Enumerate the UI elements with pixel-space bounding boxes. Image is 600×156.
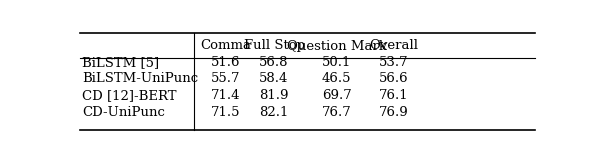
Text: 76.1: 76.1 [379,89,409,102]
Text: 53.7: 53.7 [379,56,409,69]
Text: 51.6: 51.6 [211,56,241,69]
Text: 69.7: 69.7 [322,89,352,102]
Text: 76.7: 76.7 [322,106,352,119]
Text: 58.4: 58.4 [259,72,289,85]
Text: 56.6: 56.6 [379,72,409,85]
Text: 81.9: 81.9 [259,89,289,102]
Text: Question Mark: Question Mark [287,39,387,52]
Text: BiLSTM [5]: BiLSTM [5] [82,56,159,69]
Text: Full Stop: Full Stop [244,39,305,52]
Text: 71.4: 71.4 [211,89,241,102]
Text: 50.1: 50.1 [322,56,352,69]
Text: 46.5: 46.5 [322,72,352,85]
Text: 55.7: 55.7 [211,72,241,85]
Text: 56.8: 56.8 [259,56,289,69]
Text: CD [12]-BERT: CD [12]-BERT [82,89,176,102]
Text: Overall: Overall [369,39,418,52]
Text: 71.5: 71.5 [211,106,241,119]
Text: Comma: Comma [200,39,251,52]
Text: BiLSTM-UniPunc: BiLSTM-UniPunc [82,72,198,85]
Text: 76.9: 76.9 [379,106,409,119]
Text: 82.1: 82.1 [259,106,289,119]
Text: CD-UniPunc: CD-UniPunc [82,106,165,119]
